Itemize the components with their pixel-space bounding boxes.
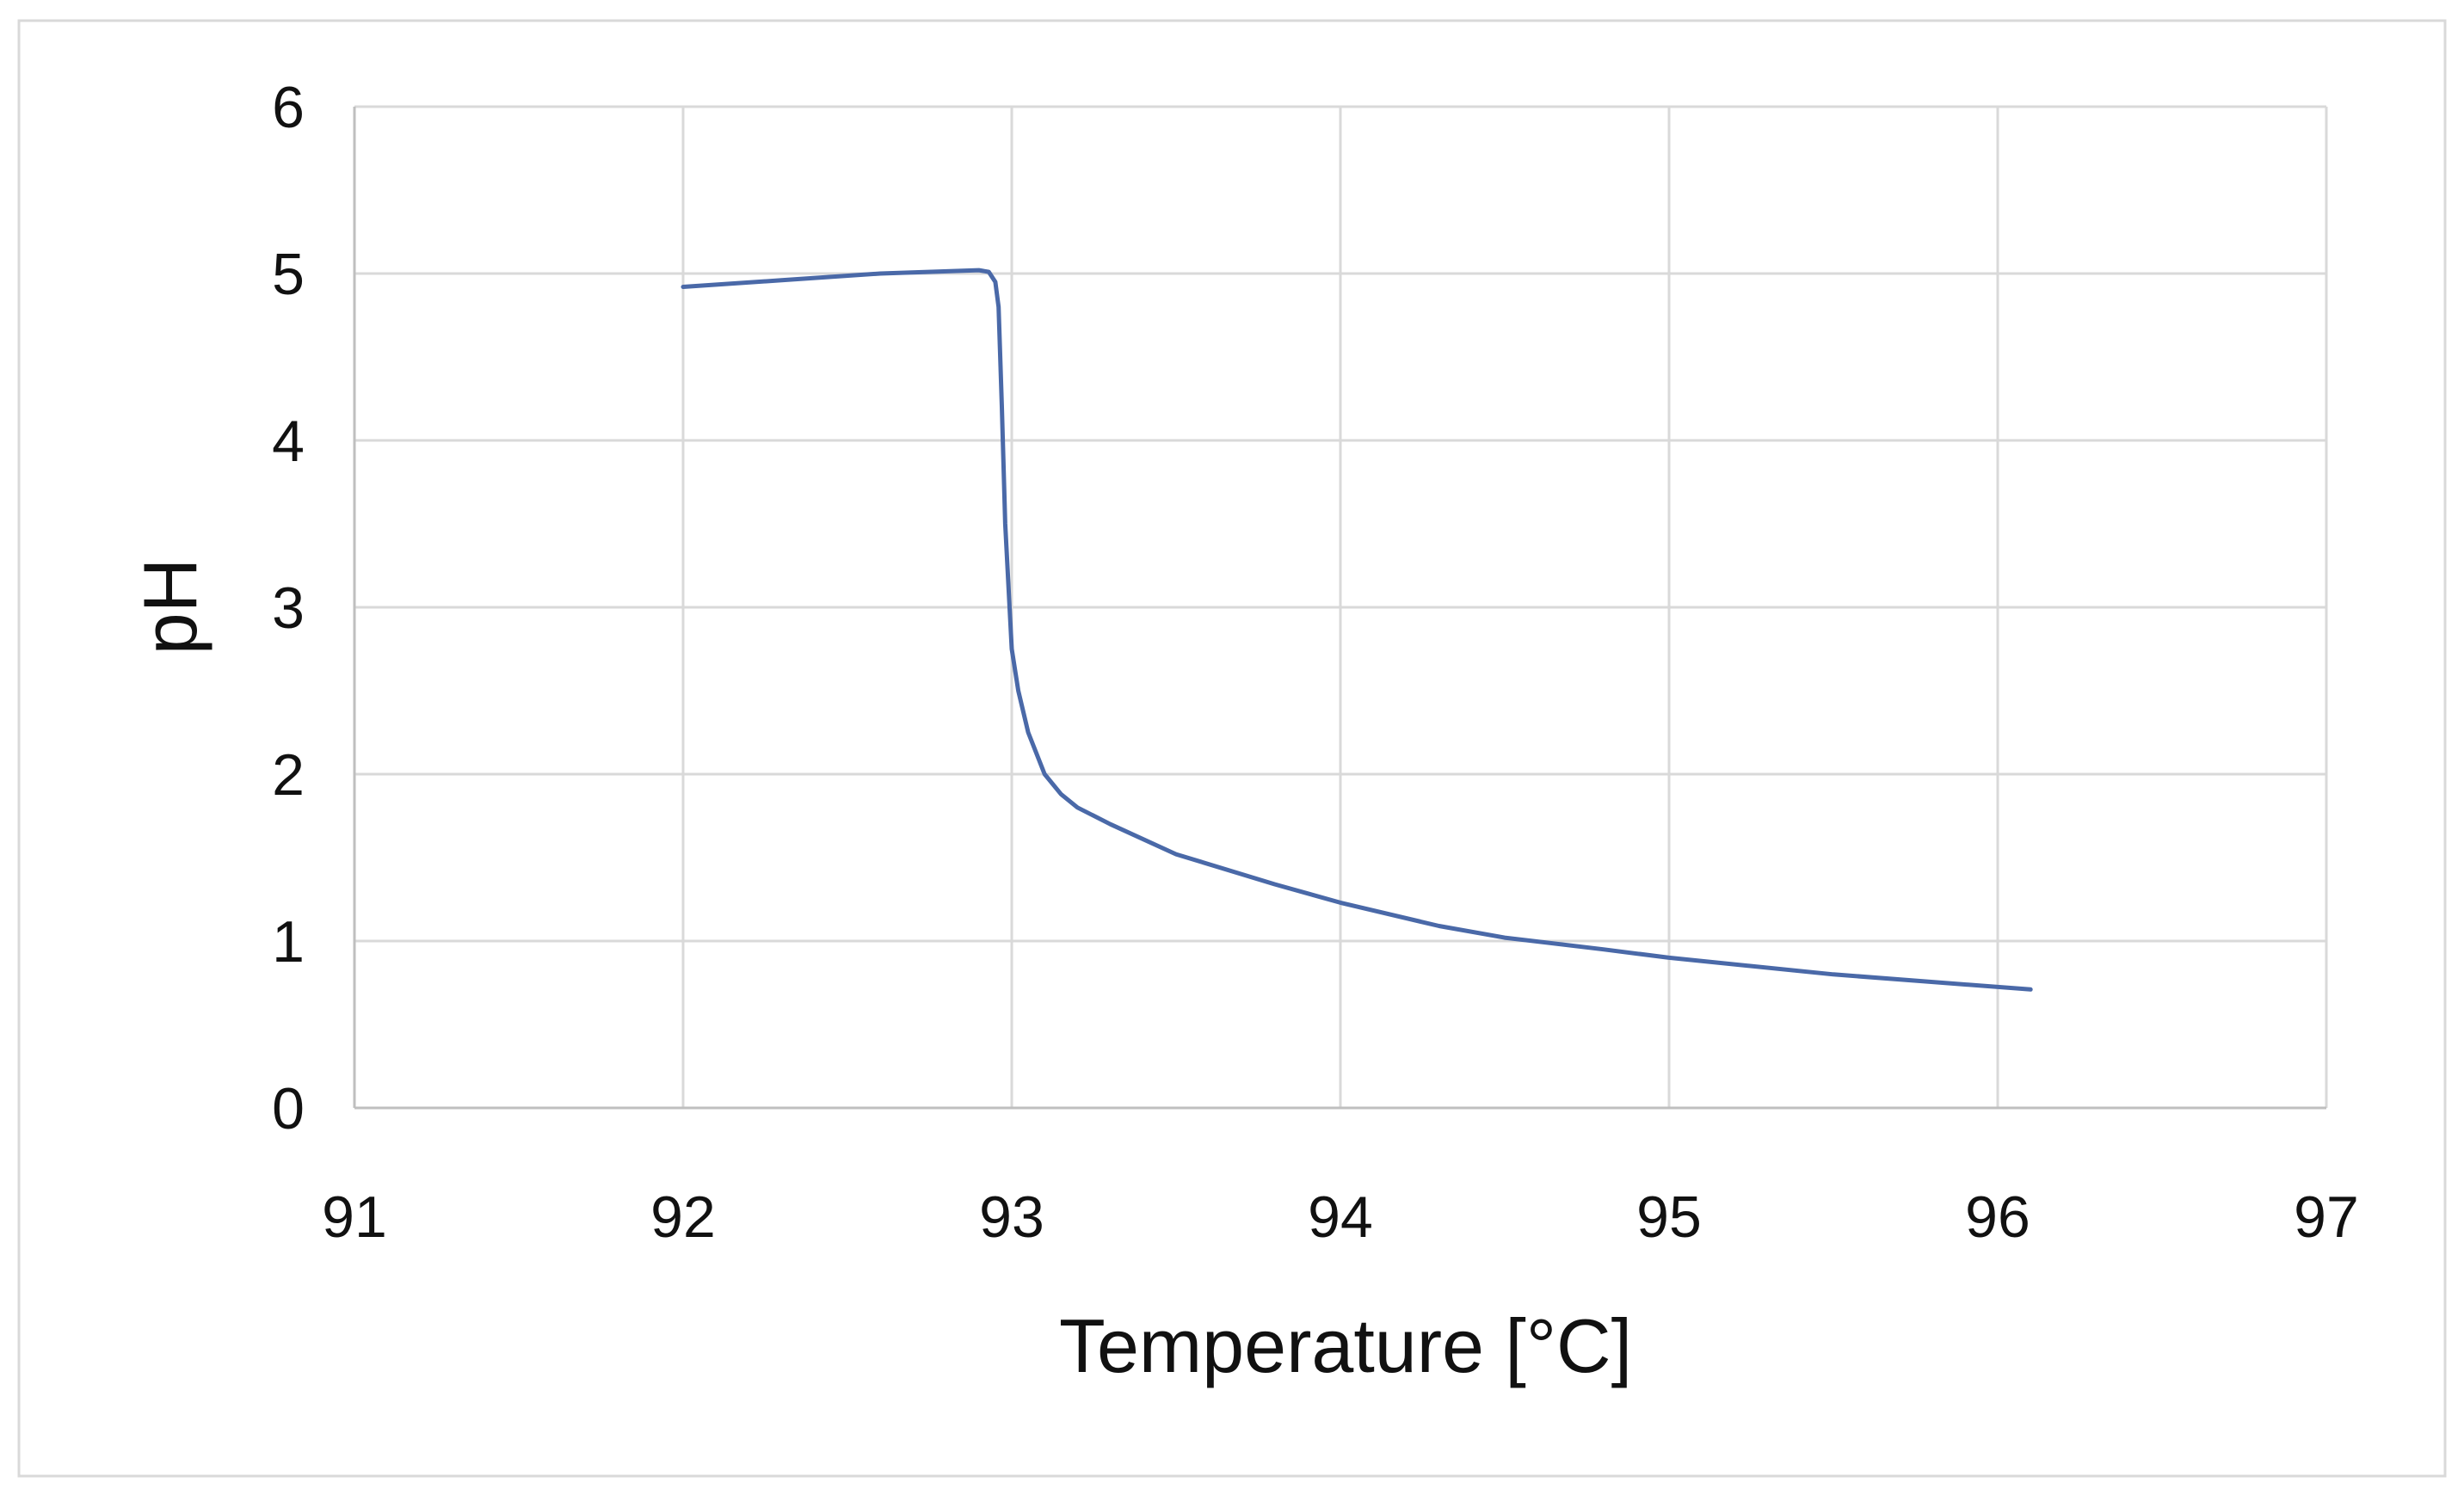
y-tick-label: 4 (272, 409, 305, 474)
gridlines (354, 105, 2328, 1108)
series-lines (681, 268, 2033, 992)
y-tick-label: 0 (272, 1076, 305, 1141)
x-tick-label: 93 (979, 1184, 1044, 1250)
tick-labels: 0 1 2 3 4 5 6 91 92 93 94 95 96 97 (272, 75, 2359, 1250)
y-tick-label: 6 (272, 75, 305, 140)
x-axis-title: Temperature [°C] (1059, 1303, 1632, 1388)
y-tick-label: 5 (272, 242, 305, 307)
y-tick-label: 3 (272, 575, 305, 641)
series-line-0 (681, 268, 2033, 992)
x-tick-label: 95 (1636, 1184, 1702, 1250)
x-tick-label: 94 (1308, 1184, 1373, 1250)
chart-frame (17, 19, 2447, 1478)
axes (353, 107, 2326, 1110)
x-tick-label: 91 (322, 1184, 387, 1250)
x-tick-label: 92 (650, 1184, 716, 1250)
x-tick-label: 96 (1965, 1184, 2030, 1250)
y-tick-label: 2 (272, 742, 305, 808)
y-tick-label: 1 (272, 909, 305, 975)
x-tick-label: 97 (2294, 1184, 2359, 1250)
y-axis-title: pH (127, 558, 213, 655)
